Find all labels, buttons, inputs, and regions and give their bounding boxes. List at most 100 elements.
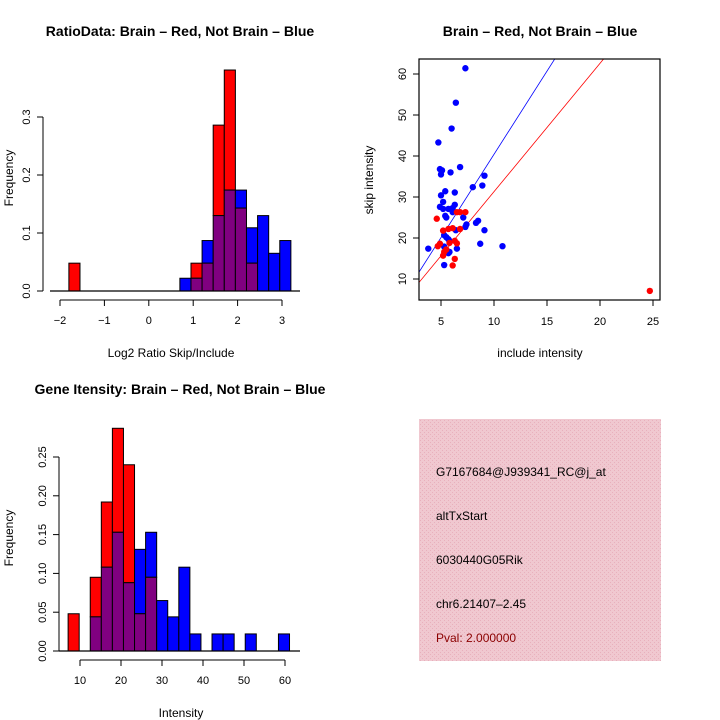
point-not-brain <box>439 198 447 206</box>
bar-not-brain <box>178 566 191 652</box>
point-not-brain <box>477 240 484 247</box>
x-tick-label: 15 <box>541 316 553 328</box>
scatter-plot-area: 5 10 15 20 25 10 20 30 40 50 60 <box>397 58 661 328</box>
bar-overlap <box>223 189 236 292</box>
bar-not-brain <box>268 252 281 292</box>
pval-text: Pval: 2.000000 <box>436 631 516 645</box>
scatter-title: Brain – Red, Not Brain – Blue <box>443 23 638 39</box>
x-tick-label: 10 <box>74 675 86 687</box>
point-brain <box>439 252 447 259</box>
bar-not-brain <box>244 633 257 652</box>
bar-overlap <box>145 576 158 652</box>
gene-hist-axes: 0.00 0.05 0.10 0.15 0.20 0.25 10 20 30 40 50 60 <box>37 446 300 687</box>
bar-not-brain <box>234 189 247 209</box>
point-not-brain <box>481 227 488 234</box>
point-not-brain <box>437 192 445 199</box>
y-tick-label: 0.20 <box>37 485 49 506</box>
point-not-brain <box>448 125 455 132</box>
point-brain <box>456 225 464 233</box>
point-not-brain <box>499 243 506 250</box>
point-brain <box>462 208 469 216</box>
x-tick-label: 20 <box>594 316 606 328</box>
ratio-hist-xlabel: Log2 Ratio Skip/Include <box>108 346 235 360</box>
point-brain <box>439 227 447 234</box>
bar-not-brain <box>245 227 259 264</box>
point-not-brain <box>442 188 449 195</box>
y-tick-label: 40 <box>397 150 409 162</box>
x-tick-label: 60 <box>279 675 291 687</box>
scatter-panel: Brain – Red, Not Brain – Blue 5 10 15 20 25 1… <box>362 23 661 360</box>
point-brain <box>646 287 654 295</box>
point-brain <box>446 239 453 247</box>
x-tick-label: 25 <box>647 316 659 328</box>
location-text: chr6.21407–2.45 <box>436 597 526 611</box>
bar-overlap <box>234 207 247 292</box>
bar-overlap <box>212 215 225 292</box>
bar-overlap <box>134 613 147 652</box>
bar-not-brain <box>189 633 202 652</box>
bar-overlap <box>111 531 124 652</box>
y-tick-label: 60 <box>397 68 409 80</box>
x-tick-label: −2 <box>54 315 67 327</box>
point-brain <box>434 243 442 250</box>
bar-brain <box>100 501 113 568</box>
ratio-hist-axes: 0.0 0.1 0.2 0.3 −2 −1 0 1 2 3 <box>21 109 300 327</box>
point-not-brain <box>462 223 469 231</box>
point-not-brain <box>481 172 488 179</box>
bar-not-brain <box>179 277 192 292</box>
point-not-brain <box>440 261 448 269</box>
point-not-brain <box>469 183 476 191</box>
bar-brain <box>223 69 236 191</box>
gene-hist-bars <box>67 427 291 652</box>
y-tick-label: 10 <box>397 273 409 285</box>
ratio-hist-ylabel: Frequency <box>2 150 16 207</box>
y-tick-label: 0.25 <box>37 446 49 467</box>
bar-overlap <box>89 616 102 652</box>
bar-overlap <box>201 262 214 292</box>
bar-not-brain <box>201 240 214 264</box>
x-tick-label: 40 <box>197 675 209 687</box>
bar-brain <box>122 464 136 584</box>
ratio-histogram-panel: RatioData: Brain – Red, Not Brain – Blue… <box>2 23 314 360</box>
y-tick-label: 0.05 <box>37 601 49 622</box>
point-brain <box>449 262 456 269</box>
point-brain <box>456 208 464 216</box>
y-tick-label: 0.15 <box>37 524 49 545</box>
y-tick-label: 0.1 <box>21 225 33 240</box>
point-brain <box>453 240 461 247</box>
point-brain <box>451 255 458 263</box>
x-tick-label: 30 <box>156 675 168 687</box>
bar-brain <box>89 576 102 618</box>
bar-not-brain <box>211 633 224 652</box>
point-not-brain <box>452 99 460 106</box>
x-tick-label: 3 <box>279 315 285 327</box>
y-tick-label: 20 <box>397 232 409 244</box>
y-tick-label: 0.2 <box>21 167 33 182</box>
scatter-ylabel: skip intensity <box>362 146 376 215</box>
bar-overlap <box>100 566 113 652</box>
y-tick-label: 0.00 <box>37 640 49 661</box>
ratio-hist-bars <box>68 69 292 292</box>
bar-overlap <box>245 262 259 292</box>
bar-brain <box>111 427 124 533</box>
point-brain <box>449 224 456 232</box>
y-tick-label: 0.0 <box>21 283 33 298</box>
gene-name-text: 6030440G05Rik <box>436 553 524 567</box>
gene-hist-xlabel: Intensity <box>159 706 204 720</box>
y-tick-label: 50 <box>397 109 409 121</box>
bar-brain <box>190 262 203 279</box>
bar-not-brain <box>277 633 291 652</box>
point-not-brain <box>453 245 461 252</box>
point-not-brain <box>435 139 442 146</box>
scatter-xlabel: include intensity <box>497 346 582 360</box>
gene-intensity-histogram-panel: Gene Itensity: Brain – Red, Not Brain – … <box>2 381 326 720</box>
point-not-brain <box>479 182 486 189</box>
y-tick-label: 0.3 <box>21 109 33 124</box>
gene-hist-ylabel: Frequency <box>2 510 16 567</box>
event-type-text: altTxStart <box>436 509 488 523</box>
info-panel: G7167684@J939341_RC@j_at altTxStart 6030… <box>419 419 661 661</box>
point-not-brain <box>447 169 454 176</box>
bar-not-brain <box>145 531 158 578</box>
bar-not-brain <box>257 215 270 292</box>
